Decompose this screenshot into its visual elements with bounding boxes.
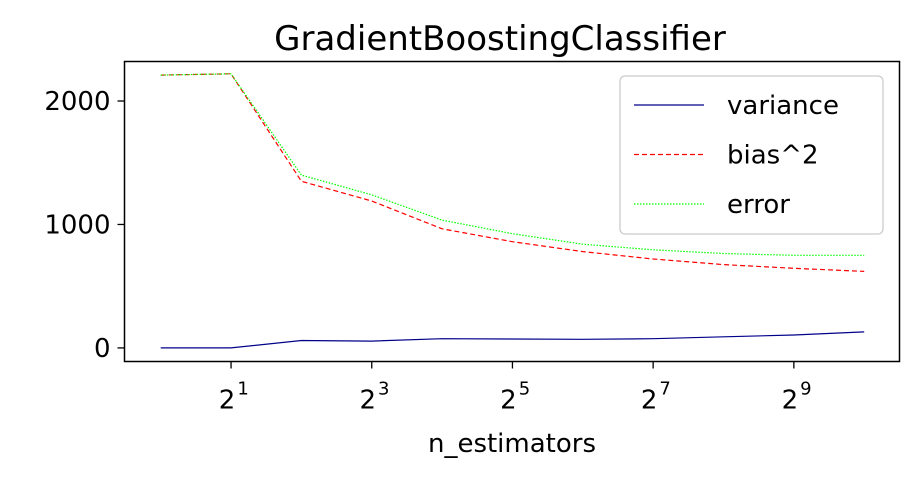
x-tick-label: 2 xyxy=(219,386,236,416)
x-tick-label: 2 xyxy=(782,386,799,416)
x-tick-label: 2 xyxy=(500,386,517,416)
y-axis: 0 1000 2000 xyxy=(44,87,125,364)
legend-label: bias^2 xyxy=(727,141,819,171)
legend-label: variance xyxy=(727,91,839,121)
series-group xyxy=(160,73,865,349)
series-line-bias-2 xyxy=(160,73,865,272)
x-tick-exponent: 1 xyxy=(237,379,248,400)
x-tick-exponent: 7 xyxy=(659,379,670,400)
y-tick-label: 2000 xyxy=(44,87,110,117)
legend-box xyxy=(619,75,884,235)
legend-label: error xyxy=(727,190,790,220)
chart-title: GradientBoostingClassifier xyxy=(274,19,726,59)
y-tick-label: 1000 xyxy=(44,210,110,240)
x-tick-label: 2 xyxy=(359,386,376,416)
x-axis-label: n_estimators xyxy=(428,429,596,459)
y-tick-label: 0 xyxy=(94,334,111,364)
x-tick-exponent: 5 xyxy=(519,379,530,400)
x-tick-exponent: 3 xyxy=(378,379,389,400)
series-line-error xyxy=(160,73,865,256)
x-tick-label: 2 xyxy=(641,386,658,416)
series-line-variance xyxy=(160,331,865,349)
legend: variance bias^2 error xyxy=(619,75,884,235)
x-tick-exponent: 9 xyxy=(800,379,811,400)
